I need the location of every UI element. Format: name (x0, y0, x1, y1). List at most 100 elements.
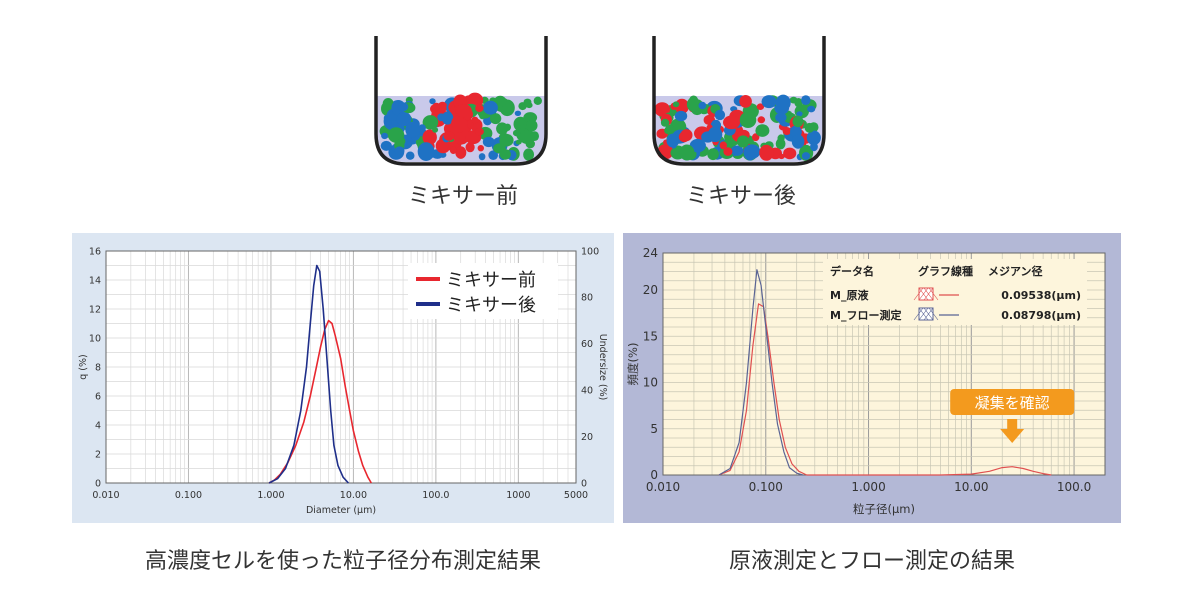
y-tick-labels: 0 2 4 6 8 10 12 14 16 0 20 40 60 80 100 (89, 246, 599, 489)
x-tick-label: 1.000 (851, 480, 885, 494)
legend-header: データ名 (830, 264, 874, 278)
particle (796, 111, 803, 117)
legend-box (823, 259, 1087, 325)
legend-median: 0.09538(µm) (1001, 289, 1081, 302)
particle (730, 145, 744, 156)
y-tick-label: 24 (643, 246, 658, 260)
particle (689, 138, 706, 153)
particle (499, 149, 511, 160)
chart-panel-right: 0.010 0.100 1.000 10.00 100.0 0 5 10 15 20 24 粒子径(µ… (623, 233, 1121, 523)
y-right-tick-label: 80 (581, 293, 593, 304)
legend-label: ミキサー後 (446, 295, 536, 316)
particle (475, 104, 484, 113)
beaker-wall (652, 36, 826, 166)
legend-hatch (923, 287, 934, 301)
particle (778, 153, 785, 160)
particle (526, 119, 538, 132)
legend-header: メジアン径 (988, 264, 1043, 278)
particle (418, 124, 426, 132)
particle (807, 105, 816, 113)
particle (405, 121, 421, 138)
legend-header: グラフ線種 (918, 264, 973, 278)
particle (525, 139, 535, 149)
particle (679, 144, 695, 161)
beaker-wall (374, 36, 548, 166)
particle (755, 124, 770, 137)
beaker-before-mixer (374, 36, 548, 166)
particle (665, 124, 675, 133)
particle (810, 142, 818, 152)
particle (397, 102, 409, 112)
legend-label: M_原液 (830, 288, 869, 302)
particle (489, 113, 502, 125)
particle (680, 129, 693, 142)
legend-hatch (913, 287, 924, 301)
legend-hatch (928, 307, 939, 321)
legend-swatch-box (918, 307, 934, 321)
x-tick-label: 5000 (564, 490, 588, 501)
x-tick-labels: 0.010 0.100 1.000 10.00 100.0 (646, 480, 1091, 494)
legend-hatch (918, 307, 929, 321)
x-tick-label: 1000 (506, 490, 530, 501)
particle (429, 98, 436, 105)
x-tick-label: 0.100 (175, 490, 202, 501)
particle (804, 122, 815, 133)
series-line-1 (718, 269, 804, 476)
particle (801, 95, 811, 105)
annotation: 凝集を確認 (950, 389, 1075, 443)
y-tick-label: 15 (643, 329, 658, 343)
particle (756, 103, 765, 110)
y-tick-label: 0 (95, 478, 101, 489)
y-tick-label: 2 (95, 449, 101, 460)
legend-label: ミキサー前 (446, 270, 536, 291)
annotation-label: 凝集を確認 (975, 394, 1050, 412)
particle (723, 115, 740, 130)
legend-label: M_フロー測定 (830, 308, 901, 322)
y-axis-label-right: Undersize (%) (597, 334, 608, 401)
x-tick-labels: 0.010 0.100 1.000 10.00 100.0 1000 5000 (92, 490, 588, 501)
particle (396, 111, 412, 127)
particle (488, 150, 498, 160)
particle (478, 153, 486, 161)
particle (707, 126, 723, 143)
particle (777, 134, 785, 143)
particle (686, 97, 700, 112)
x-tick-label: 0.010 (92, 490, 119, 501)
particle (782, 127, 791, 135)
particle (441, 111, 454, 125)
legend-box (408, 263, 558, 319)
particle (739, 111, 757, 128)
particle (494, 95, 507, 108)
particle (523, 148, 534, 161)
particle (739, 95, 752, 108)
particle (422, 129, 437, 145)
x-tick-label: 0.010 (646, 480, 680, 494)
y-tick-label: 20 (643, 283, 658, 297)
x-tick-label: 100.0 (422, 490, 449, 501)
particle (743, 145, 759, 159)
y-tick-label: 12 (89, 304, 101, 315)
y-tick-label: 0 (650, 468, 658, 482)
particle (801, 152, 811, 160)
particle (719, 141, 727, 150)
particle (761, 95, 777, 109)
particle (789, 96, 798, 104)
particle (775, 94, 791, 111)
y-tick-label: 8 (95, 362, 101, 373)
particle (453, 128, 470, 145)
y-tick-label: 6 (95, 391, 101, 402)
panel-caption-right: 原液測定とフロー測定の結果 (728, 549, 1015, 574)
chart-right: 0.010 0.100 1.000 10.00 100.0 0 5 10 15 20 24 粒子径(µ… (623, 233, 1121, 523)
particle (432, 126, 439, 133)
x-tick-label: 100.0 (1057, 480, 1091, 494)
legend-hatch (928, 287, 939, 301)
particle (499, 133, 514, 147)
particle (666, 133, 680, 148)
particle (792, 115, 804, 128)
particle (394, 146, 405, 155)
y-right-tick-label: 20 (581, 432, 593, 443)
particle (391, 120, 398, 126)
particle (496, 122, 509, 135)
particle (759, 144, 774, 161)
